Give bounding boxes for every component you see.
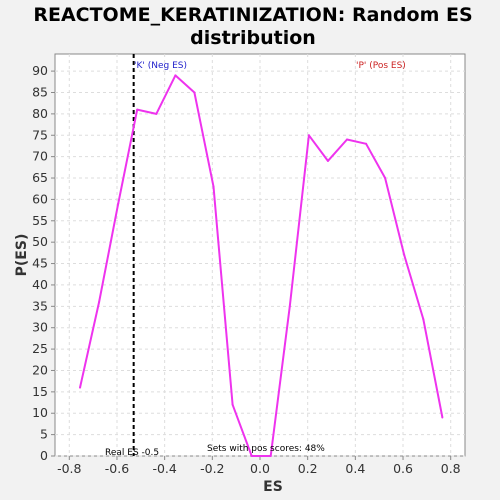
x-tick-label: 0.8 (441, 461, 461, 476)
data-point (384, 177, 387, 180)
x-axis-ticks: -0.8 -0.6 -0.4 -0.2 0.0 0.2 0.4 0.6 0.8 (57, 456, 461, 476)
real-es-label: Real ES -0.5 (105, 448, 159, 458)
data-point (441, 416, 444, 419)
pos-es-label: 'P' (Pos ES) (356, 61, 406, 71)
y-tick-label: 40 (32, 277, 48, 292)
data-point (365, 142, 368, 145)
data-point (307, 134, 310, 137)
pos-scores-label: Sets with pos scores: 48% (207, 444, 325, 454)
y-tick-label: 55 (32, 213, 48, 228)
y-tick-label: 0 (40, 448, 48, 463)
data-point (326, 159, 329, 162)
data-point (117, 202, 120, 205)
neg-es-label: 'K' (Neg ES) (134, 61, 187, 71)
data-point (174, 74, 177, 77)
data-point (403, 254, 406, 256)
y-tick-label: 65 (32, 170, 48, 185)
y-tick-label: 90 (32, 63, 48, 78)
y-tick-label: 80 (32, 106, 48, 121)
x-tick-label: 0.6 (393, 461, 413, 476)
x-tick-label: -0.4 (152, 461, 176, 476)
data-point (155, 112, 158, 115)
y-tick-label: 15 (32, 384, 48, 399)
chart-title-line2: distribution (190, 27, 316, 49)
y-tick-label: 25 (32, 341, 48, 356)
y-axis-label: P(ES) (14, 234, 30, 277)
x-tick-label: -0.6 (105, 461, 129, 476)
data-point (98, 301, 101, 304)
y-tick-label: 10 (32, 405, 48, 420)
chart-title-line1: REACTOME_KERATINIZATION: Random ES (33, 4, 472, 26)
y-tick-label: 20 (32, 362, 48, 377)
y-axis-ticks: 0 5 10 15 20 25 30 35 40 45 50 55 60 65 70 75 80 85 90 (32, 63, 55, 463)
y-tick-label: 45 (32, 256, 48, 271)
y-tick-label: 75 (32, 127, 48, 142)
x-axis-label: ES (263, 479, 283, 495)
y-tick-label: 85 (32, 84, 48, 99)
x-tick-label: 0.2 (298, 461, 318, 476)
x-tick-label: 0.4 (345, 461, 365, 476)
y-tick-label: 30 (32, 320, 48, 335)
y-tick-label: 50 (32, 234, 48, 249)
y-tick-label: 5 (40, 427, 48, 442)
data-point (250, 455, 253, 457)
data-point (212, 185, 215, 188)
data-point (346, 138, 349, 141)
x-tick-label: 0.0 (250, 461, 270, 476)
y-tick-label: 35 (32, 298, 48, 313)
data-point (136, 108, 139, 111)
data-point (231, 403, 234, 406)
data-point (269, 455, 272, 457)
data-point (288, 305, 291, 308)
x-tick-label: -0.8 (57, 461, 81, 476)
data-point (193, 91, 196, 94)
y-tick-label: 60 (32, 191, 48, 206)
data-point (79, 386, 82, 389)
y-tick-label: 70 (32, 149, 48, 164)
chart-marks (79, 54, 444, 457)
grid-lines (55, 54, 465, 457)
data-point (422, 318, 425, 321)
series-line (79, 74, 444, 457)
x-tick-label: -0.2 (200, 461, 224, 476)
